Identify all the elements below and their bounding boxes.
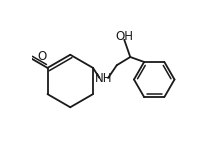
Text: NH: NH xyxy=(95,72,112,84)
Text: OH: OH xyxy=(115,30,133,42)
Text: O: O xyxy=(38,51,47,63)
